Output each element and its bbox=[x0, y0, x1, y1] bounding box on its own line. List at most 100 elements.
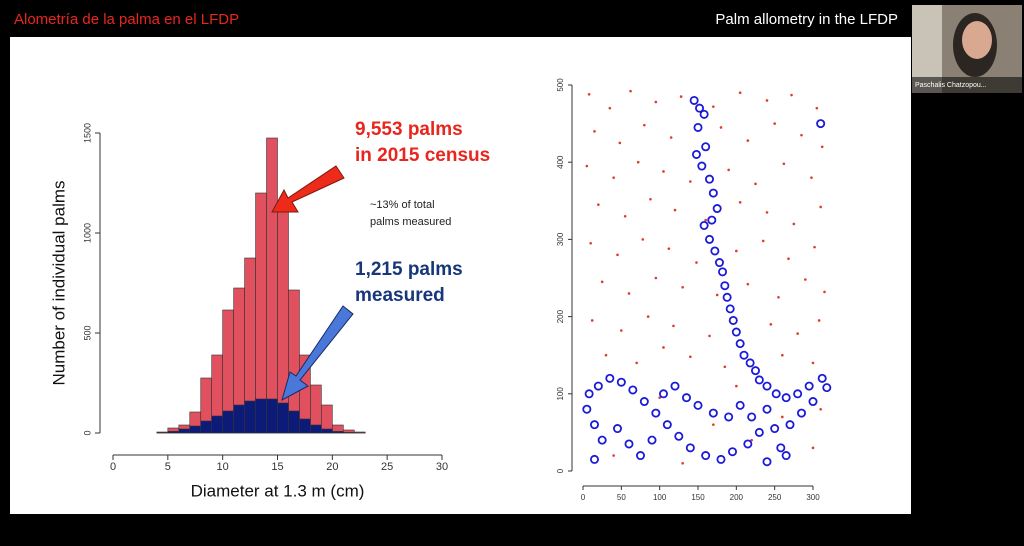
x-tick-label: 15 bbox=[271, 461, 283, 473]
point bbox=[790, 94, 793, 97]
point bbox=[689, 180, 692, 183]
point bbox=[787, 257, 790, 260]
x-tick-label: 5 bbox=[165, 461, 171, 473]
point bbox=[735, 250, 738, 253]
bar bbox=[256, 399, 267, 433]
point bbox=[591, 319, 594, 322]
bar bbox=[321, 429, 332, 433]
y-tick-label: 100 bbox=[556, 387, 565, 401]
point bbox=[810, 176, 813, 179]
point bbox=[586, 165, 589, 168]
point bbox=[716, 294, 719, 297]
point bbox=[662, 170, 665, 173]
participant-tile[interactable]: Paschalis Chatzopou... bbox=[912, 5, 1022, 93]
point bbox=[593, 130, 596, 133]
y-tick-label: 300 bbox=[556, 232, 565, 246]
point bbox=[655, 101, 658, 104]
point bbox=[589, 242, 592, 245]
point bbox=[681, 462, 684, 465]
point bbox=[588, 93, 591, 96]
point bbox=[747, 283, 750, 286]
point bbox=[620, 329, 623, 332]
point bbox=[624, 215, 627, 218]
point bbox=[681, 286, 684, 289]
annotation: palms measured bbox=[370, 216, 451, 228]
y-tick-label: 1000 bbox=[82, 223, 92, 243]
point bbox=[739, 201, 742, 204]
bar bbox=[288, 411, 299, 433]
bar bbox=[299, 419, 310, 433]
x-tick-label: 300 bbox=[806, 493, 820, 502]
point bbox=[739, 91, 742, 94]
annotation: 9,553 palms bbox=[355, 119, 463, 140]
point bbox=[689, 355, 692, 358]
left-title: Alometría de la palma en el LFDP bbox=[14, 11, 239, 28]
bar bbox=[267, 399, 278, 433]
annotation: ~13% of total bbox=[370, 199, 435, 211]
x-tick-label: 25 bbox=[381, 461, 393, 473]
point bbox=[804, 278, 807, 281]
point bbox=[773, 122, 776, 125]
point bbox=[724, 365, 727, 368]
point bbox=[727, 169, 730, 172]
point bbox=[793, 223, 796, 226]
point bbox=[812, 362, 815, 365]
x-tick-label: 100 bbox=[653, 493, 667, 502]
y-tick-label: 0 bbox=[82, 430, 92, 435]
point bbox=[813, 246, 816, 249]
x-tick-label: 30 bbox=[436, 461, 448, 473]
point bbox=[635, 362, 638, 365]
point bbox=[609, 107, 612, 110]
x-tick-label: 150 bbox=[691, 493, 705, 502]
bar bbox=[201, 421, 212, 433]
point bbox=[647, 315, 650, 318]
bar bbox=[179, 429, 190, 433]
point bbox=[616, 254, 619, 257]
point bbox=[674, 209, 677, 212]
point bbox=[662, 346, 665, 349]
bar bbox=[245, 401, 256, 433]
point bbox=[781, 354, 784, 357]
point bbox=[735, 385, 738, 388]
y-tick-label: 500 bbox=[556, 78, 565, 92]
point bbox=[720, 126, 723, 129]
point bbox=[668, 247, 671, 250]
bar bbox=[223, 411, 234, 433]
point bbox=[637, 161, 640, 164]
point bbox=[642, 238, 645, 241]
point bbox=[754, 183, 757, 186]
bar bbox=[234, 405, 245, 433]
x-tick-label: 20 bbox=[326, 461, 338, 473]
point bbox=[597, 203, 600, 206]
point bbox=[629, 90, 632, 93]
point bbox=[643, 124, 646, 127]
point bbox=[766, 99, 769, 102]
bar bbox=[343, 432, 354, 433]
x-tick-label: 250 bbox=[768, 493, 782, 502]
point bbox=[762, 240, 765, 243]
point bbox=[712, 423, 715, 426]
point bbox=[619, 142, 622, 145]
point bbox=[601, 281, 604, 284]
y-tick-label: 400 bbox=[556, 155, 565, 169]
point bbox=[708, 335, 711, 338]
point bbox=[704, 219, 707, 222]
point bbox=[823, 291, 826, 294]
point bbox=[796, 332, 799, 335]
point bbox=[800, 134, 803, 137]
point bbox=[819, 408, 822, 411]
face bbox=[962, 21, 992, 59]
bar bbox=[168, 431, 179, 433]
point bbox=[712, 105, 715, 108]
bar bbox=[256, 193, 267, 433]
point bbox=[777, 296, 780, 299]
point bbox=[770, 323, 773, 326]
point bbox=[783, 162, 786, 165]
point bbox=[680, 95, 683, 98]
point bbox=[818, 319, 821, 322]
point bbox=[781, 416, 784, 419]
x-tick-label: 10 bbox=[217, 461, 229, 473]
point bbox=[695, 261, 698, 264]
